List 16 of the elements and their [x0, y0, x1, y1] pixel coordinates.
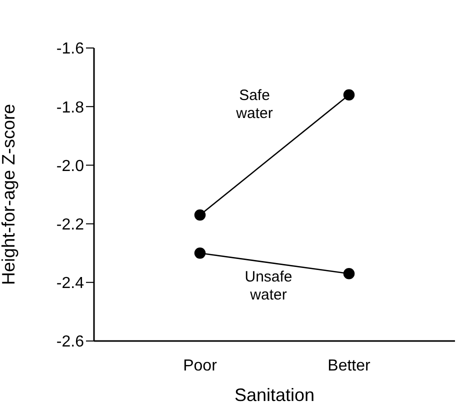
point	[343, 89, 355, 101]
y-tick-label: -2.2	[56, 216, 84, 234]
point	[194, 209, 206, 221]
y-tick-label: -2.0	[56, 158, 84, 175]
x-axis-title: Sanitation	[234, 385, 315, 405]
y-tick-label: -1.6	[56, 40, 84, 58]
y-axis-title: Height-for-age Z-score	[0, 104, 18, 286]
y-tick-label: -2.6	[56, 334, 84, 351]
y-tick-label: -1.8	[56, 99, 84, 116]
point	[343, 268, 355, 280]
y-tick-label: -2.4	[56, 275, 84, 292]
x-tick-label: Poor	[183, 357, 218, 374]
series-label: Safe water	[235, 86, 273, 122]
point	[194, 247, 206, 259]
series-label: Unsafe water	[244, 268, 292, 304]
x-tick-label: Better	[328, 357, 372, 374]
